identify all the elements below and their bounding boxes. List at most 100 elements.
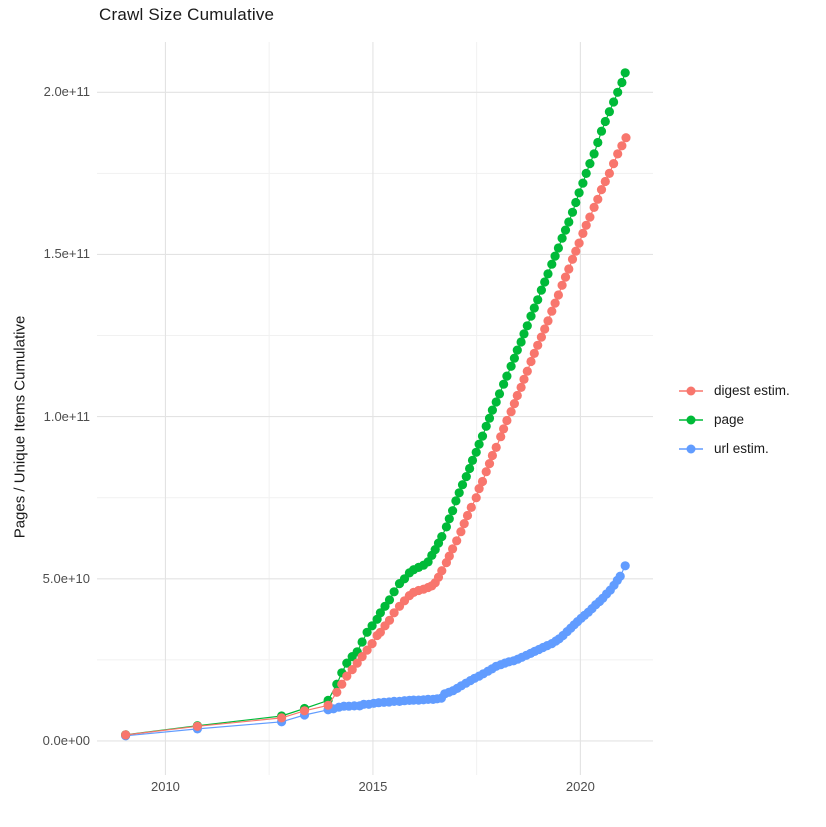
data-point bbox=[452, 536, 462, 546]
legend-item-digest-estim: digest estim. bbox=[678, 376, 790, 405]
data-point bbox=[512, 345, 522, 355]
data-point bbox=[512, 390, 522, 401]
data-point bbox=[536, 285, 547, 295]
data-point bbox=[540, 277, 550, 287]
data-point bbox=[589, 149, 599, 159]
data-point bbox=[571, 197, 581, 208]
data-point bbox=[536, 332, 547, 342]
data-point bbox=[357, 637, 367, 647]
data-point bbox=[509, 399, 519, 409]
data-point bbox=[557, 280, 567, 290]
data-point bbox=[557, 233, 567, 243]
data-point bbox=[491, 442, 501, 452]
data-point bbox=[621, 133, 631, 143]
data-point bbox=[441, 522, 451, 532]
data-point bbox=[347, 665, 357, 675]
data-point bbox=[481, 421, 491, 431]
data-point bbox=[560, 225, 571, 235]
data-point bbox=[491, 397, 501, 407]
data-point bbox=[600, 116, 610, 127]
series-url-estim bbox=[121, 561, 630, 741]
legend-item-page: page bbox=[678, 405, 790, 434]
y-tick-label: 0.0e+00 bbox=[42, 732, 90, 748]
data-point bbox=[506, 361, 516, 371]
data-point bbox=[522, 321, 532, 331]
y-tick-label: 2.0e+11 bbox=[43, 84, 90, 100]
data-point bbox=[604, 168, 615, 178]
data-point bbox=[506, 407, 516, 417]
data-point bbox=[389, 587, 399, 597]
data-point bbox=[567, 207, 578, 217]
data-point bbox=[540, 324, 550, 334]
data-point bbox=[362, 645, 372, 655]
data-point bbox=[526, 311, 536, 321]
data-point bbox=[571, 246, 581, 256]
data-point bbox=[553, 243, 564, 253]
data-point bbox=[299, 706, 310, 716]
page-title: Crawl Size Cumulative bbox=[99, 5, 275, 24]
data-point bbox=[596, 126, 607, 136]
data-point bbox=[620, 68, 630, 78]
data-point bbox=[529, 348, 539, 358]
data-point bbox=[451, 496, 461, 506]
data-point bbox=[367, 639, 377, 649]
data-point bbox=[564, 264, 574, 274]
data-point bbox=[459, 519, 469, 529]
data-point bbox=[444, 514, 454, 524]
data-point bbox=[380, 601, 390, 611]
data-point bbox=[620, 561, 630, 571]
legend-label: url estim. bbox=[714, 441, 769, 456]
data-point bbox=[357, 652, 367, 662]
data-point bbox=[581, 220, 591, 230]
data-point bbox=[362, 627, 372, 637]
data-point bbox=[533, 295, 543, 305]
data-point bbox=[474, 484, 484, 494]
x-tick-label: 2010 bbox=[150, 779, 180, 794]
data-point bbox=[487, 405, 497, 415]
data-point bbox=[389, 608, 399, 618]
data-point bbox=[550, 298, 560, 308]
y-axis: 0.0e+00 5.0e+10 1.0e+11 1.5e+11 2.0e+11 bbox=[0, 0, 90, 827]
data-point bbox=[553, 290, 564, 300]
data-point bbox=[585, 159, 595, 169]
data-point bbox=[437, 566, 447, 576]
data-point bbox=[277, 713, 287, 723]
data-point bbox=[437, 532, 447, 542]
data-point bbox=[502, 371, 512, 381]
data-point bbox=[567, 254, 578, 264]
legend-label: digest estim. bbox=[714, 383, 790, 398]
data-point bbox=[384, 615, 395, 625]
data-point bbox=[481, 467, 491, 477]
data-point bbox=[342, 658, 352, 668]
data-point bbox=[499, 424, 509, 434]
data-point bbox=[519, 329, 529, 339]
data-point bbox=[589, 202, 599, 212]
data-point bbox=[550, 251, 560, 261]
data-point bbox=[600, 176, 610, 187]
legend-key-page-icon bbox=[679, 415, 703, 424]
legend-key-digest-estim-icon bbox=[679, 386, 703, 395]
data-point bbox=[448, 506, 458, 516]
data-point bbox=[543, 316, 553, 326]
data-point bbox=[609, 159, 619, 169]
data-point bbox=[499, 379, 509, 389]
data-point bbox=[585, 212, 595, 222]
data-point bbox=[617, 141, 627, 151]
data-point bbox=[375, 608, 385, 618]
data-point bbox=[456, 527, 466, 537]
data-point bbox=[533, 340, 543, 350]
data-point bbox=[352, 658, 362, 668]
data-point bbox=[477, 476, 488, 487]
data-point bbox=[457, 480, 468, 490]
data-point bbox=[454, 488, 464, 498]
data-point bbox=[323, 700, 333, 710]
data-point bbox=[462, 510, 473, 521]
data-point bbox=[192, 721, 202, 731]
data-point bbox=[477, 431, 488, 441]
data-point bbox=[522, 366, 532, 376]
data-point bbox=[448, 544, 458, 554]
data-point bbox=[509, 353, 519, 363]
